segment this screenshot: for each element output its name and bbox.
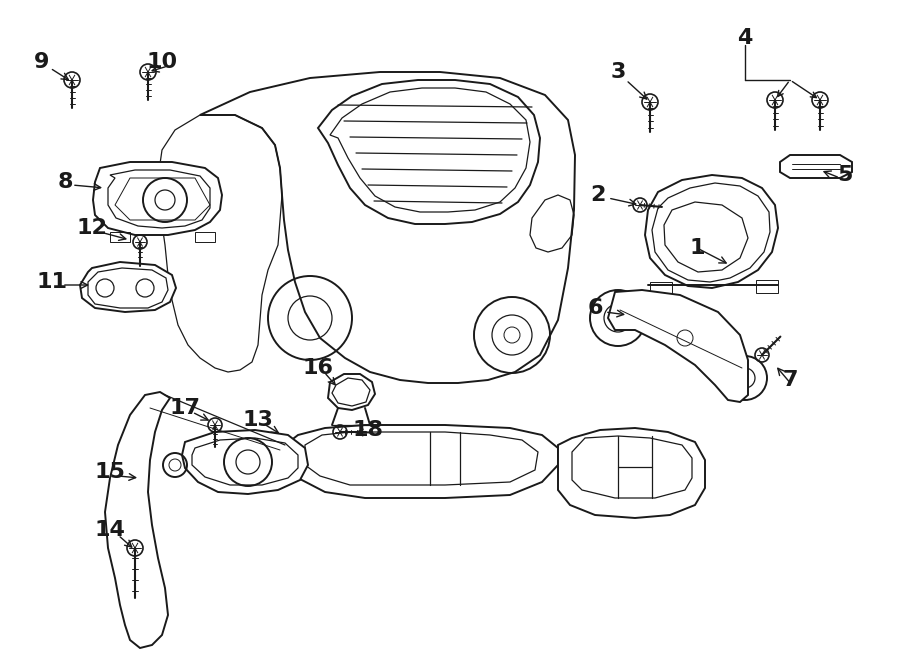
Polygon shape [558,428,705,518]
Text: 12: 12 [76,218,107,238]
Text: 3: 3 [610,62,626,82]
Text: 1: 1 [689,238,705,258]
Polygon shape [318,80,540,224]
Text: 5: 5 [837,165,852,185]
Text: 15: 15 [94,462,125,482]
Polygon shape [645,175,778,288]
Polygon shape [328,374,375,410]
Text: 18: 18 [353,420,383,440]
Polygon shape [182,430,308,494]
Polygon shape [285,425,558,498]
Text: 8: 8 [58,172,73,192]
Text: 7: 7 [782,370,797,390]
Text: 9: 9 [34,52,50,72]
Text: 10: 10 [147,52,177,72]
Polygon shape [80,262,176,312]
Polygon shape [93,162,222,235]
Text: 2: 2 [590,185,606,205]
Polygon shape [780,155,852,178]
Text: 11: 11 [37,272,68,292]
Polygon shape [105,392,170,648]
Text: 17: 17 [169,398,201,418]
Polygon shape [200,72,575,383]
Text: 13: 13 [243,410,274,430]
Polygon shape [608,290,748,402]
Text: 6: 6 [587,298,603,318]
Text: 16: 16 [302,358,334,378]
Text: 4: 4 [737,28,752,48]
Text: 14: 14 [94,520,125,540]
